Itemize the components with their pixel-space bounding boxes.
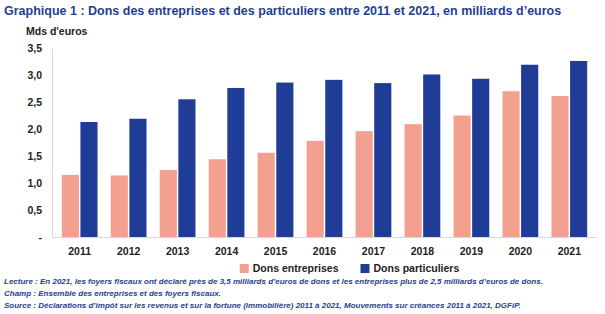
x-tick: 2013 [166, 237, 190, 257]
y-tick: 3,0 [27, 69, 52, 81]
y-tick: 2,5 [27, 96, 52, 108]
x-tick-label: 2014 [215, 245, 239, 257]
x-tick: 2014 [215, 237, 239, 257]
x-tick-label: 2017 [362, 245, 386, 257]
bar [521, 65, 538, 237]
note: Lecture : En 2021, les foyers fiscaux on… [4, 277, 543, 286]
x-tick: 2020 [509, 237, 533, 257]
title: Graphique 1 : Dons des entreprises et de… [4, 4, 561, 18]
note: Champ : Ensemble des entreprises et des … [4, 289, 221, 298]
y-tick: - [39, 231, 53, 243]
bar [405, 124, 422, 237]
y-tick: 0,5 [27, 204, 52, 216]
legend-item: Dons particuliers [361, 262, 460, 274]
bar [374, 83, 391, 237]
bar [178, 99, 195, 237]
bar [160, 170, 177, 237]
bar [276, 83, 293, 237]
y-tick-label: 3,5 [27, 42, 42, 54]
bar [80, 122, 97, 237]
bar [454, 116, 471, 238]
legend-swatch [240, 264, 249, 273]
bar [423, 74, 440, 237]
bar [307, 141, 324, 237]
bar [209, 159, 226, 237]
legend-swatch [361, 264, 370, 273]
y-tick-label: - [39, 231, 43, 243]
bar [570, 61, 587, 237]
x-tick-label: 2013 [166, 245, 190, 257]
bar [258, 153, 275, 237]
bars [62, 61, 587, 237]
note-text: Déclarations d’impôt sur les revenus et … [36, 301, 521, 310]
y-tick-label: 0,5 [27, 204, 42, 216]
x-tick-label: 2020 [509, 245, 533, 257]
y-axis-line [52, 49, 53, 238]
y-tick: 3,5 [27, 42, 52, 54]
bar [227, 88, 244, 237]
y-tick-label: 2,5 [27, 96, 42, 108]
bar [356, 131, 373, 237]
x-axis: 2011 2012 2013 2014 2015 2016 2017 2018 2019 2020… [53, 237, 598, 257]
x-tick: 2015 [264, 237, 288, 257]
series [62, 91, 569, 237]
legend-item: Dons entreprises [240, 262, 339, 274]
x-axis-line [53, 237, 598, 238]
bar [62, 175, 79, 237]
y-axis: - 0,5 1,0 1,5 2,0 2,5 3,0 3,5 [27, 42, 52, 243]
note-text: Ensemble des entreprises et des foyers f… [36, 289, 221, 298]
note: Source : Déclarations d’impôt sur les re… [4, 301, 521, 310]
x-tick-label: 2018 [411, 245, 435, 257]
note-label: Source : [4, 301, 36, 310]
note-text: En 2021, les foyers fiscaux ont déclaré … [38, 277, 543, 286]
y-tick: 2,0 [27, 123, 52, 135]
x-tick: 2019 [460, 237, 484, 257]
chart: Graphique 1 : Dons des entreprises et de… [0, 0, 605, 314]
bar [502, 91, 519, 237]
note-label: Lecture : [4, 277, 38, 286]
x-tick: 2018 [411, 237, 435, 257]
y-tick: 1,0 [27, 177, 52, 189]
x-tick-label: 2012 [117, 245, 141, 257]
bar [129, 119, 146, 237]
x-tick-label: 2019 [460, 245, 484, 257]
bar [472, 79, 489, 237]
bar [551, 96, 568, 237]
bar [111, 175, 128, 237]
y-tick-label: 1,5 [27, 150, 42, 162]
note-label: Champ : [4, 289, 36, 298]
legend: Dons entreprises Dons particuliers [240, 262, 460, 274]
x-tick-label: 2011 [68, 245, 91, 257]
x-tick-label: 2015 [264, 245, 288, 257]
y-tick-label: 1,0 [27, 177, 42, 189]
y-tick: 1,5 [27, 150, 52, 162]
x-tick: 2011 [68, 237, 91, 257]
legend-label: Dons entreprises [253, 262, 339, 274]
y-tick-label: 3,0 [27, 69, 42, 81]
bar [325, 80, 342, 237]
x-tick: 2012 [117, 237, 141, 257]
x-tick: 2021 [558, 237, 582, 257]
series [80, 61, 587, 237]
y-axis-title: Mds d'euros [26, 25, 88, 37]
x-tick-label: 2016 [313, 245, 337, 257]
x-tick-label: 2021 [558, 245, 582, 257]
x-tick: 2017 [362, 237, 386, 257]
legend-label: Dons particuliers [374, 262, 460, 274]
x-tick: 2016 [313, 237, 337, 257]
y-tick-label: 2,0 [27, 123, 42, 135]
